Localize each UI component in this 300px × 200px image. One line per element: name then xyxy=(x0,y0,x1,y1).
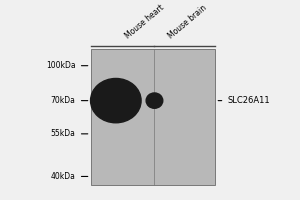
Text: 40kDa: 40kDa xyxy=(51,172,76,181)
Text: 100kDa: 100kDa xyxy=(46,61,76,70)
Text: 55kDa: 55kDa xyxy=(51,129,76,138)
Ellipse shape xyxy=(146,93,163,108)
Bar xyxy=(91,49,215,185)
Text: Mouse heart: Mouse heart xyxy=(123,3,166,40)
Text: SLC26A11: SLC26A11 xyxy=(218,96,270,105)
Text: Mouse brain: Mouse brain xyxy=(166,3,208,40)
Text: 70kDa: 70kDa xyxy=(51,96,76,105)
Ellipse shape xyxy=(91,78,141,123)
